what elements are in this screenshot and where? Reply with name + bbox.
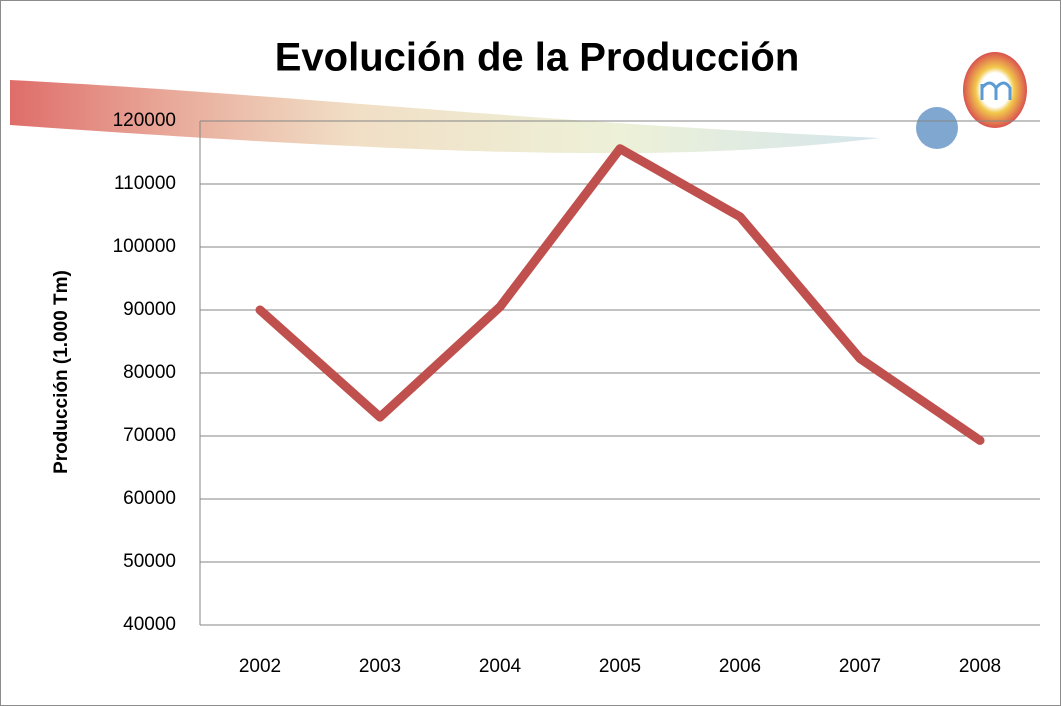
y-tick-label: 70000: [123, 425, 176, 446]
y-tick-label: 50000: [123, 551, 176, 572]
x-tick-label: 2008: [959, 656, 1001, 677]
y-tick-label: 80000: [123, 362, 176, 383]
y-tick-label: 60000: [123, 488, 176, 509]
y-tick-label: 100000: [113, 236, 176, 257]
x-tick-label: 2006: [719, 656, 761, 677]
chart-title: Evolución de la Producción: [275, 36, 800, 80]
page: {"chart_data": {"type": "line", "title":…: [0, 0, 1061, 706]
logo-badge: [916, 107, 958, 149]
x-tick-label: 2007: [839, 656, 881, 677]
x-tick-label: 2002: [239, 656, 281, 677]
x-tick-label: 2003: [359, 656, 401, 677]
y-axis-title: Producción (1.000 Tm): [51, 270, 72, 474]
y-tick-label: 40000: [123, 614, 176, 635]
x-tick-label: 2004: [479, 656, 522, 677]
x-tick-label: 2005: [599, 656, 641, 677]
chart: Evolución de la Producción Producción (1…: [0, 0, 1061, 706]
y-tick-label: 90000: [123, 299, 176, 320]
y-tick-label: 110000: [114, 173, 176, 194]
y-tick-label: 120000: [113, 110, 176, 131]
